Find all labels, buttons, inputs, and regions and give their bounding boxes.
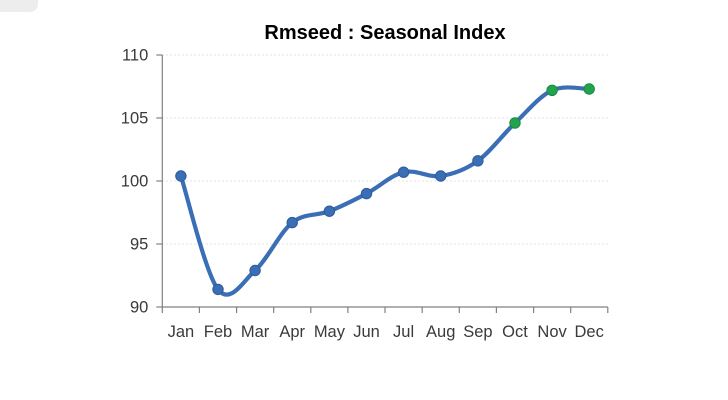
x-tick-label: Jun [353,323,380,341]
x-tick-label: Apr [279,323,305,341]
y-gridlines [162,54,608,245]
y-tick-label: 100 [121,173,149,191]
x-tick-label: Feb [204,323,232,341]
y-axis-ticks: 90 95 100 105 110 [121,47,163,317]
data-point-marker-Oct [509,117,521,129]
data-point-marker-Sep [472,155,484,167]
y-tick-label: 110 [122,47,148,65]
data-point-marker-Apr [286,216,298,229]
data-point-marker-Jun [360,187,373,200]
x-tick-label: Jul [393,323,414,341]
corner-artifact [0,0,38,12]
x-tick-label: May [314,323,346,341]
x-tick-label: Aug [426,323,455,341]
x-tick-label: Mar [241,323,270,341]
x-tick-label: Sep [463,323,492,341]
y-tick-label: 90 [130,299,148,317]
data-point-marker-Nov [546,84,558,97]
data-point-marker-Jan [175,170,187,182]
x-axis-ticks: Jan Feb Mar Apr May Jun Jul Aug Sep Oct Nov Dec [161,307,609,341]
data-point-marker-May [323,205,336,217]
y-tick-label: 105 [121,110,149,128]
x-tick-label: Nov [537,323,567,341]
data-point-marker-Aug [435,170,447,182]
data-point-marker-Jul [397,166,410,178]
x-tick-label: Jan [168,323,195,341]
data-point-marker-Mar [249,264,261,277]
data-point-marker-Dec [583,83,595,95]
y-tick-label: 95 [130,236,148,254]
data-point-markers [175,83,595,296]
x-tick-label: Oct [502,323,528,341]
series-line [178,85,592,297]
data-point-marker-Feb [212,283,224,296]
chart-title: Rmseed : Seasonal Index [264,22,505,44]
x-tick-label: Dec [575,323,604,341]
